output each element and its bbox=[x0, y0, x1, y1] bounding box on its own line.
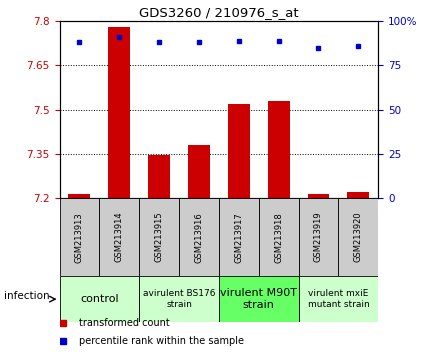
Text: avirulent BS176
strain: avirulent BS176 strain bbox=[143, 290, 215, 309]
Bar bbox=[188, 145, 210, 198]
Title: GDS3260 / 210976_s_at: GDS3260 / 210976_s_at bbox=[139, 6, 299, 19]
Bar bbox=[298, 276, 378, 322]
Bar bbox=[347, 192, 369, 198]
Text: GSM213913: GSM213913 bbox=[75, 212, 84, 263]
Bar bbox=[60, 198, 99, 276]
Bar bbox=[259, 198, 298, 276]
Bar bbox=[139, 276, 219, 322]
Text: transformed count: transformed count bbox=[79, 318, 170, 328]
Text: GSM213917: GSM213917 bbox=[234, 212, 243, 263]
Text: infection: infection bbox=[4, 291, 50, 301]
Bar bbox=[219, 198, 259, 276]
Bar bbox=[99, 198, 139, 276]
Bar bbox=[308, 194, 329, 198]
Text: virulent M90T
strain: virulent M90T strain bbox=[220, 288, 297, 310]
Text: GSM213920: GSM213920 bbox=[354, 212, 363, 263]
Text: GSM213918: GSM213918 bbox=[274, 212, 283, 263]
Text: GSM213915: GSM213915 bbox=[155, 212, 164, 263]
Text: control: control bbox=[80, 294, 119, 304]
Bar bbox=[228, 104, 250, 198]
Text: GSM213919: GSM213919 bbox=[314, 212, 323, 263]
Bar bbox=[219, 276, 298, 322]
Text: percentile rank within the sample: percentile rank within the sample bbox=[79, 336, 244, 346]
Bar bbox=[298, 198, 338, 276]
Bar bbox=[268, 101, 289, 198]
Bar bbox=[148, 155, 170, 198]
Bar bbox=[68, 194, 91, 198]
Bar bbox=[108, 27, 130, 198]
Text: virulent mxiE
mutant strain: virulent mxiE mutant strain bbox=[308, 290, 369, 309]
Bar bbox=[338, 198, 378, 276]
Text: GSM213916: GSM213916 bbox=[195, 212, 204, 263]
Bar bbox=[139, 198, 179, 276]
Bar bbox=[60, 276, 139, 322]
Text: GSM213914: GSM213914 bbox=[115, 212, 124, 263]
Bar bbox=[179, 198, 219, 276]
